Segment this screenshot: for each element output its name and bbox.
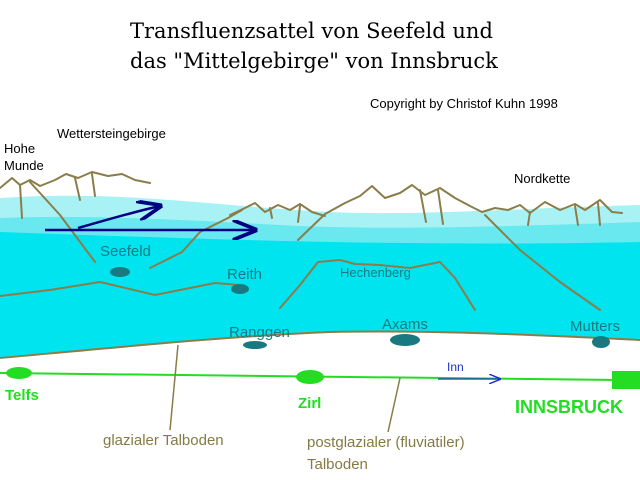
label-reith: Reith [227,266,262,283]
label-postglazial-2: Talboden [307,456,368,473]
glacial-floor-line [0,330,640,359]
nordkette-ridge [229,202,326,217]
zirl-marker [296,370,324,384]
label-ranggen: Ranggen [229,324,290,341]
axams-marker [390,334,420,346]
seefeld-slope [149,209,243,269]
nordkette-main [297,184,623,241]
wetterstein-ridge-drop [19,184,23,219]
nordkette-drop [574,205,579,226]
nordkette-drop [419,189,427,223]
wetterstein-ridge-drop [91,173,96,197]
nordkette-drop [437,189,444,225]
label-nordkette: Nordkette [514,171,570,186]
label-munde: Munde [4,158,44,173]
label-innsbruck: INNSBRUCK [515,397,623,417]
label-glazial: glazialer Talboden [103,432,224,449]
nordkette-ridge-drop [269,207,273,219]
label-axams: Axams [382,316,428,333]
seefeld-marker [110,267,130,277]
mutters-marker [592,336,610,348]
nordkette-ridge-drop [297,205,301,223]
label-mutters: Mutters [570,318,620,335]
nordkette-drop [597,202,601,226]
wetterstein-ridge-drop [74,177,81,201]
label-hohe: Hohe [4,141,35,156]
postglazial-leader [387,377,401,433]
ranggen-marker [243,341,267,349]
glazial-leader [169,344,179,431]
label-zirl: Zirl [298,395,321,412]
label-seefeld: Seefeld [100,243,151,260]
mittelgebirge-left [0,281,241,297]
ice-layer-main [0,232,640,358]
title-line-2: das "Mittelgebirge" von Innsbruck [130,49,498,73]
copyright-text: Copyright by Christof Kuhn 1998 [370,96,558,111]
hechenberg-ridge [279,259,476,311]
label-postglazial-1: postglazialer (fluviatiler) [307,434,465,451]
nordkette-slope [484,214,601,311]
label-hechenberg: Hechenberg [340,265,411,280]
ice-flow-arrow-upper [77,206,160,230]
hohe-munde-slope [29,181,96,263]
title-line-1: Transfluenzsattel von Seefeld und [130,19,493,43]
label-wetterstein: Wettersteingebirge [57,126,166,141]
innsbruck-marker [612,371,640,389]
reith-marker [231,284,249,294]
label-inn: Inn [447,360,464,374]
label-telfs: Telfs [5,387,39,404]
nordkette-drop [527,211,531,226]
telfs-marker [6,367,32,379]
